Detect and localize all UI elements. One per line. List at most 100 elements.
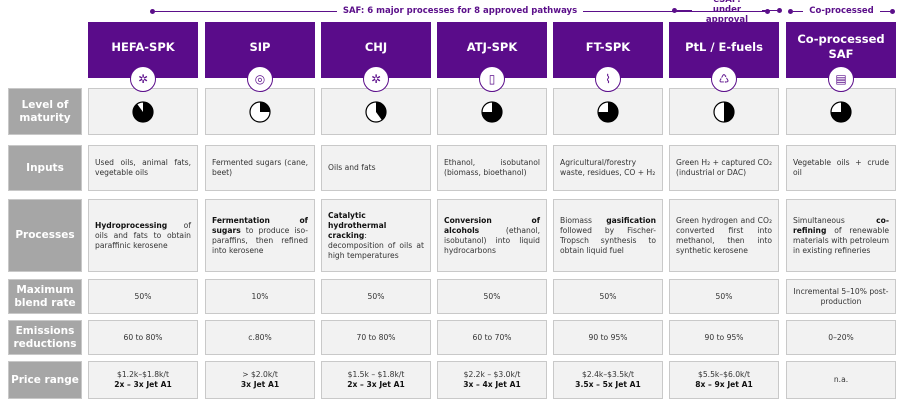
price-multiple: 2x – 3x Jet A1	[114, 380, 172, 389]
process-description: (ethanol, isobutanol) into liquid hydroc…	[444, 225, 540, 255]
emissions-cell: c.80%	[205, 320, 315, 355]
processes-text: Fermentation of sugars to produce iso-pa…	[212, 216, 308, 256]
price-multiple: 3x Jet A1	[240, 380, 280, 389]
inputs-text: Ethanol, isobutanol (biomass, bioethanol…	[444, 158, 540, 177]
process-prefix: Biomass	[560, 215, 607, 225]
inputs-text: Vegetable oils + crude oil	[793, 158, 889, 177]
blend-rate-cell: 50%	[88, 279, 198, 314]
processes-cell: Fermentation of sugars to produce iso-pa…	[205, 199, 315, 272]
processes-text: Biomass gasification followed by Fischer…	[560, 216, 656, 256]
price-cell: $2.4k–$3.5k/t 3.5x – 5x Jet A1	[553, 361, 663, 399]
price-multiple: 2x – 3x Jet A1	[347, 380, 405, 389]
emissions-value: 90 to 95%	[588, 332, 628, 342]
emissions-value: 60 to 70%	[472, 332, 512, 342]
maturity-harvey-ball	[830, 100, 852, 123]
blend-rate-value: 50%	[483, 291, 501, 301]
row-label: Price range	[8, 361, 82, 399]
row-label: Level of maturity	[8, 88, 82, 135]
sugar-cell-icon: ◎	[247, 66, 273, 92]
processes-text: Simultaneous co-refining of renewable ma…	[793, 216, 889, 256]
maturity-fill	[598, 101, 618, 122]
processes-text: Hydroprocessing of oils and fats to obta…	[95, 221, 191, 251]
emissions-cell: 90 to 95%	[553, 320, 663, 355]
processes-text: Green hydrogen and CO₂ converted first i…	[676, 216, 772, 256]
processes-text: Conversion of alcohols (ethanol, isobuta…	[444, 216, 540, 256]
inputs-text: Agricultural/forestry waste, residues, C…	[560, 158, 656, 177]
maturity-fill	[260, 101, 270, 112]
process-description: to produce iso-paraffins, then refined i…	[212, 225, 308, 255]
blend-rate-value: 50%	[134, 291, 152, 301]
process-keyword: Conversion of alcohols	[444, 215, 540, 235]
blend-rate-cell: 50%	[553, 279, 663, 314]
price-range-value: n.a.	[833, 375, 849, 384]
price-multiple: 3.5x – 5x Jet A1	[575, 380, 641, 389]
process-keyword: gasification	[606, 215, 656, 225]
flask-icon: ▯	[479, 66, 505, 92]
coprocessed-bracket-label: Co-processed	[809, 6, 874, 16]
maturity-cell	[88, 88, 198, 135]
maturity-harvey-ball	[249, 100, 271, 123]
processes-cell: Simultaneous co-refining of renewable ma…	[786, 199, 896, 272]
maturity-cell	[321, 88, 431, 135]
blend-rate-value: 50%	[367, 291, 385, 301]
maturity-harvey-ball	[597, 100, 619, 123]
process-description: : decomposition of oils at high temperat…	[328, 230, 424, 260]
process-description: of renewable materials with petroleum in…	[793, 225, 889, 255]
emissions-cell: 70 to 80%	[321, 320, 431, 355]
maturity-cell	[786, 88, 896, 135]
blend-rate-cell: 10%	[205, 279, 315, 314]
price-cell: > $2.0k/t 3x Jet A1	[205, 361, 315, 399]
blend-rate-value: 50%	[599, 291, 617, 301]
process-keyword: Catalytic hydrothermal cracking	[328, 210, 387, 240]
emissions-cell: 60 to 80%	[88, 320, 198, 355]
price-cell: $1.5k – $1.8k/t 2x – 3x Jet A1	[321, 361, 431, 399]
blend-rate-cell: 50%	[437, 279, 547, 314]
blend-rate-cell: Incremental 5–10% post-production	[786, 279, 896, 314]
leaf-icon: ⌇	[595, 66, 621, 92]
price-range-value: $2.4k–$3.5k/t	[582, 370, 634, 379]
emissions-value: 60 to 80%	[123, 332, 163, 342]
row-label: Emissions reductions	[8, 320, 82, 355]
price-range-value: > $2.0k/t	[242, 370, 278, 379]
inputs-text: Green H₂ + captured CO₂ (industrial or D…	[676, 158, 772, 177]
process-description: followed by Fischer-Tropsch synthesis to…	[560, 225, 656, 255]
molecule-icon: ✲	[363, 66, 389, 92]
blend-rate-value: Incremental 5–10% post-production	[793, 286, 889, 306]
emissions-value: 70 to 80%	[356, 332, 396, 342]
price-cell: n.a.	[786, 361, 896, 399]
esaf-bracket-label: eSAF: under approval	[705, 0, 749, 25]
processes-cell: Conversion of alcohols (ethanol, isobuta…	[437, 199, 547, 272]
inputs-text: Oils and fats	[328, 163, 376, 172]
emissions-value: 90 to 95%	[704, 332, 744, 342]
price-multiple: 3x – 4x Jet A1	[463, 380, 521, 389]
price-range-value: $2.2k – $3.0k/t	[463, 370, 521, 379]
price-range-value: $1.5k – $1.8k/t	[347, 370, 405, 379]
emissions-cell: 90 to 95%	[669, 320, 779, 355]
maturity-fill	[724, 101, 734, 122]
maturity-fill	[482, 101, 502, 122]
maturity-harvey-ball	[481, 100, 503, 123]
process-keyword: Fermentation of sugars	[212, 215, 308, 235]
esaf-bracket: eSAF: under approval	[672, 0, 782, 25]
saf-bracket-label: SAF: 6 major processes for 8 approved pa…	[342, 6, 578, 16]
price-multiple: 8x – 9x Jet A1	[695, 380, 753, 389]
blend-rate-value: 10%	[251, 291, 269, 301]
maturity-cell	[669, 88, 779, 135]
maturity-cell	[553, 88, 663, 135]
processes-cell: Hydroprocessing of oils and fats to obta…	[88, 199, 198, 272]
maturity-cell	[205, 88, 315, 135]
row-label: Inputs	[8, 145, 82, 191]
processes-cell: Catalytic hydrothermal cracking: decompo…	[321, 199, 431, 272]
coprocessed-bracket: Co-processed	[788, 4, 895, 18]
price-range-value: $1.2k–$1.8k/t	[117, 370, 169, 379]
blend-rate-value: 50%	[715, 291, 733, 301]
inputs-cell: Ethanol, isobutanol (biomass, bioethanol…	[437, 145, 547, 191]
maturity-fill	[133, 101, 153, 122]
row-label: Processes	[8, 199, 82, 272]
inputs-cell: Vegetable oils + crude oil	[786, 145, 896, 191]
maturity-fill	[376, 101, 386, 120]
price-cell: $2.2k – $3.0k/t 3x – 4x Jet A1	[437, 361, 547, 399]
inputs-cell: Green H₂ + captured CO₂ (industrial or D…	[669, 145, 779, 191]
maturity-cell	[437, 88, 547, 135]
process-description: of oils and fats to obtain paraffinic ke…	[95, 220, 191, 250]
